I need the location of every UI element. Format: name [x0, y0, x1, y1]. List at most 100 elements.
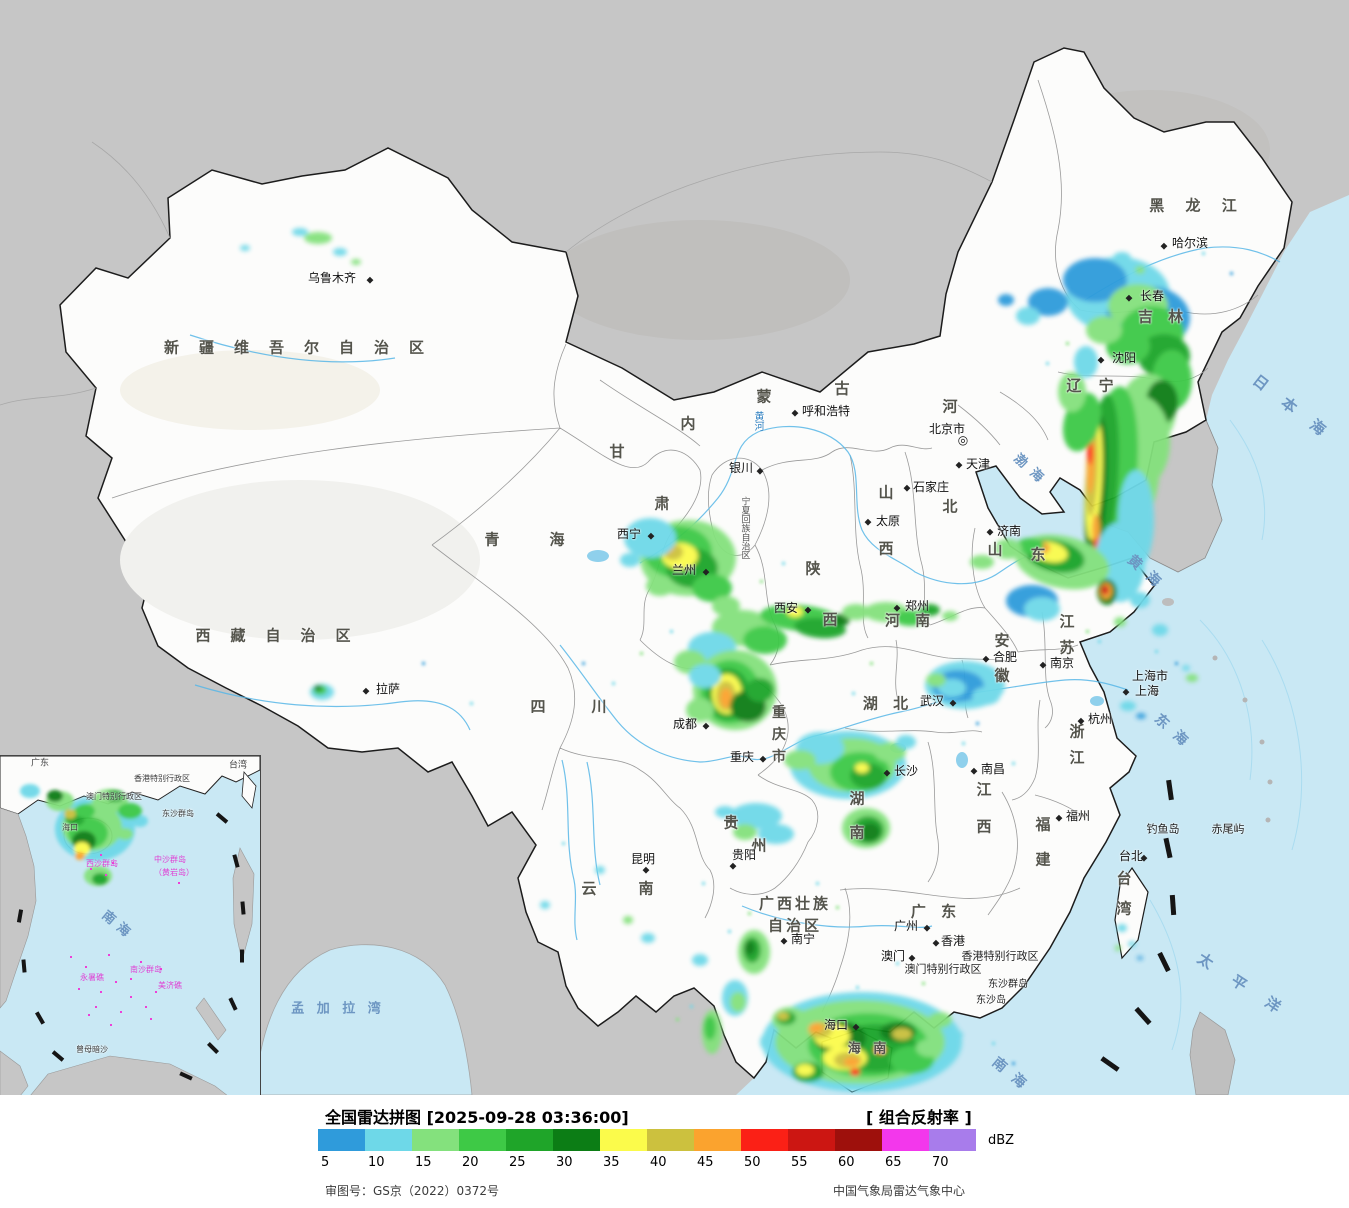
radar-echo [1135, 266, 1145, 274]
legend-color-cell [882, 1129, 929, 1151]
radar-speckle [562, 842, 565, 845]
radar-echo [942, 611, 958, 621]
ryukyu-islands [1212, 655, 1273, 823]
inset-borneo [29, 1055, 229, 1096]
radar-echo [595, 866, 605, 874]
boundary-dash [215, 812, 229, 824]
radar-speckle [1230, 272, 1233, 275]
radar-echo [998, 294, 1014, 306]
dbz-colorbar [318, 1129, 976, 1151]
radar-speckle [612, 682, 615, 685]
boundary-dash [240, 901, 246, 915]
boundary-dash [179, 1071, 193, 1081]
radar-echo [830, 614, 850, 626]
reef-dot [85, 966, 87, 968]
reef-dot [90, 868, 92, 870]
south-china-sea-inset: 广东 台湾 香港特别行政区 澳门特别行政区 东沙群岛 海口 南海 西沙群岛 中沙群岛 （黄岩岛）南… [0, 755, 261, 1096]
legend-tick: 5 [321, 1155, 330, 1170]
boundary-dash [1166, 779, 1174, 801]
radar-echo [1182, 665, 1190, 671]
reef-dot [140, 961, 142, 963]
desert-relief [120, 350, 380, 430]
jeju-island [1162, 598, 1174, 606]
boundary-dash [206, 1041, 220, 1055]
radar-echo [704, 1016, 716, 1040]
radar-echo [118, 803, 142, 819]
radar-speckle [690, 1005, 693, 1008]
inset-svg [0, 756, 260, 1096]
reef-dot [130, 996, 132, 998]
boundary-dash [21, 959, 27, 973]
reef-dot [100, 854, 102, 856]
radar-speckle [836, 906, 839, 909]
radar-speckle [896, 962, 899, 965]
map-title: 全国雷达拼图 [2025-09-28 03:36:00] [325, 1108, 629, 1127]
radar-speckle [856, 986, 859, 989]
legend-tick: 15 [415, 1155, 432, 1170]
radar-echo [850, 1068, 860, 1076]
legend-tick: 25 [509, 1155, 526, 1170]
radar-echo [844, 1057, 860, 1067]
legend-color-cell [365, 1129, 412, 1151]
radar-speckle [1155, 650, 1158, 653]
radar-echo [292, 228, 308, 236]
legend-tick: 55 [791, 1155, 808, 1170]
radar-echo [809, 1023, 823, 1033]
radar-echo [715, 806, 735, 818]
legend-tick: 65 [885, 1155, 902, 1170]
legend-tick: 45 [697, 1155, 714, 1170]
radar-echo [860, 823, 880, 841]
reef-dot [160, 968, 162, 970]
radar-echo [743, 626, 787, 654]
radar-echo [730, 803, 782, 829]
inset-reef-dots [70, 854, 180, 1026]
inset-vietnam [0, 807, 37, 1009]
reef-dot [115, 981, 117, 983]
radar-speckle [1012, 762, 1015, 765]
product-label: [ 组合反射率 ] [866, 1108, 972, 1127]
luzon-island [1189, 1011, 1236, 1095]
radar-speckle [962, 742, 965, 745]
boundary-dash [16, 909, 24, 923]
radar-echo [1028, 288, 1068, 316]
radar-echo [874, 742, 906, 762]
radar-echo [894, 610, 926, 626]
legend-color-cell [600, 1129, 647, 1151]
radar-speckle [702, 882, 705, 885]
radar-echo [132, 815, 148, 827]
radar-echo [916, 1039, 944, 1057]
radar-echo [686, 698, 714, 722]
reef-dot [178, 882, 180, 884]
boundary-dash [228, 997, 238, 1011]
radar-speckle [748, 912, 751, 915]
radar-echo [994, 539, 1022, 559]
radar-echo [970, 555, 994, 569]
radar-speckle [1202, 252, 1205, 255]
reef-dot [88, 1014, 90, 1016]
radar-echo [75, 804, 95, 818]
foreign-borders [0, 141, 993, 406]
reef-dot [112, 862, 114, 864]
source-credit: 中国气象局雷达气象中心 [833, 1184, 966, 1198]
radar-echo [540, 901, 550, 909]
legend-color-cell [929, 1129, 976, 1151]
boundary-dash [1157, 951, 1171, 973]
radar-echo [1136, 713, 1146, 719]
radar-speckle [922, 982, 925, 985]
legend-tick: 10 [368, 1155, 385, 1170]
legend-tick: 70 [932, 1155, 949, 1170]
reef-dot [108, 954, 110, 956]
legend-panel: 全国雷达拼图 [2025-09-28 03:36:00] [ 组合反射率 ] d… [0, 1095, 1349, 1208]
radar-echo [720, 688, 732, 708]
radar-echo [64, 809, 76, 819]
radar-echo [758, 824, 794, 844]
radar-echo [787, 607, 803, 617]
radar-speckle [1046, 362, 1049, 365]
radar-speckle [816, 882, 819, 885]
radar-echo [240, 245, 250, 251]
boundary-dash [1163, 837, 1173, 859]
radar-echo [746, 678, 774, 702]
terrain-shade [550, 220, 850, 340]
radar-speckle [676, 1018, 679, 1021]
